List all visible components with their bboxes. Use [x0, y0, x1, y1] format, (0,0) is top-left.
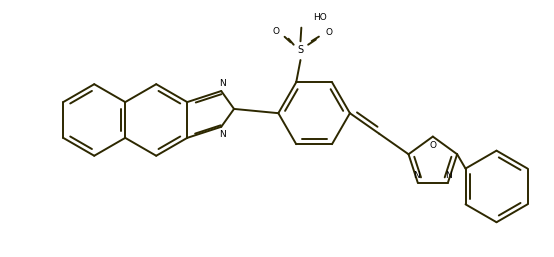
Text: N: N [445, 171, 452, 180]
Text: S: S [297, 45, 304, 55]
Text: N: N [414, 171, 420, 180]
Text: HO: HO [313, 13, 327, 22]
Text: O: O [325, 28, 332, 37]
Text: O: O [272, 26, 279, 35]
Text: N: N [219, 79, 225, 88]
Text: N: N [219, 130, 225, 139]
Text: O: O [429, 141, 437, 150]
